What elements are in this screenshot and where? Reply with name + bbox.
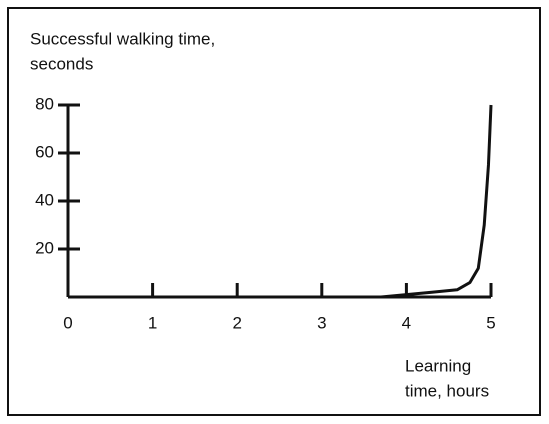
y-tick-label: 80 [35, 94, 54, 113]
y-tick-label: 60 [35, 142, 54, 161]
x-axis-label: Learning [405, 356, 471, 375]
x-tick-label: 1 [148, 313, 157, 332]
frame [7, 7, 541, 416]
x-tick-label: 5 [486, 313, 495, 332]
x-tick-label: 2 [232, 313, 241, 332]
y-axis-label: seconds [30, 54, 93, 73]
x-tick-label: 3 [317, 313, 326, 332]
y-axis-label: Successful walking time, [30, 29, 215, 48]
x-tick-label: 4 [402, 313, 411, 332]
x-tick-label: 0 [63, 313, 72, 332]
y-tick-label: 40 [35, 190, 54, 209]
y-tick-label: 20 [35, 238, 54, 257]
x-axis-label: time, hours [405, 381, 489, 400]
line-series [68, 104, 493, 299]
